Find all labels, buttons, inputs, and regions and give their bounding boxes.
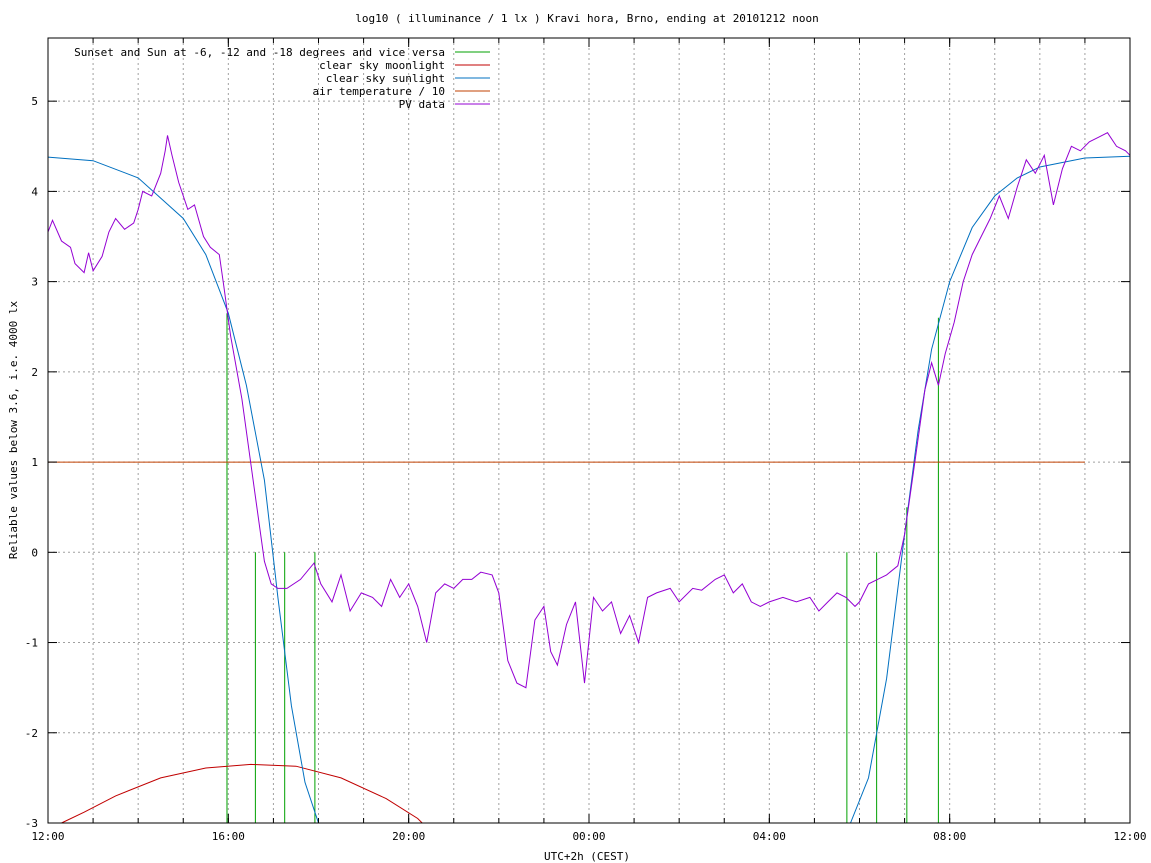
legend-label: Sunset and Sun at -6, -12 and -18 degree… [74,46,445,59]
y-tick-label: -1 [25,637,38,650]
series-line [61,763,423,824]
x-axis-label: UTC+2h (CEST) [544,850,630,863]
y-tick-label: -3 [25,817,38,830]
chart-title: log10 ( illuminance / 1 lx ) Kravi hora,… [355,12,819,25]
y-tick-label: -2 [25,727,38,740]
series-2 [61,763,423,824]
x-tick-label: 08:00 [933,830,966,843]
x-tick-label: 16:00 [212,830,245,843]
y-tick-label: 2 [31,366,38,379]
y-tick-label: 3 [31,276,38,289]
y-tick-label: 1 [31,456,38,469]
x-tick-label: 00:00 [572,830,605,843]
plot-border [47,37,1131,824]
y-tick-label: 5 [31,95,38,108]
legend-label: PV data [399,98,445,111]
legend-label: clear sky sunlight [326,72,445,85]
y-axis-label: Reliable values below 3.6, i.e. 4000 lx [7,300,20,559]
x-tick-label: 20:00 [392,830,425,843]
series-1 [226,313,939,823]
x-tick-label: 12:00 [1113,830,1146,843]
y-tick-label: 0 [31,546,38,559]
series-5 [47,132,1131,689]
x-tick-label: 12:00 [31,830,64,843]
legend-label: clear sky moonlight [319,59,445,72]
plot-area: 12:00 16:00 20:00 00:00 04:00 08:00 12:00-3-2-… [25,37,1147,843]
y-tick-label: 4 [31,185,38,198]
x-tick-label: 04:00 [753,830,786,843]
series-line [47,132,1131,689]
legend-label: air temperature / 10 [313,85,445,98]
legend: Sunset and Sun at -6, -12 and -18 degree… [74,46,490,111]
